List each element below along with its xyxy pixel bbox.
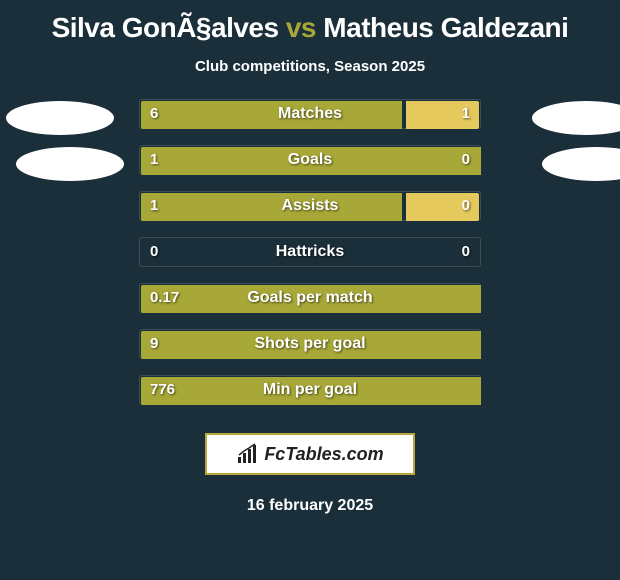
stat-label: Min per goal: [0, 381, 620, 399]
player2-name: Matheus Galdezani: [323, 12, 568, 43]
stat-row: 00Hattricks: [0, 237, 620, 273]
subtitle: Club competitions, Season 2025: [0, 58, 620, 75]
vs-text: vs: [286, 12, 316, 43]
stat-label: Matches: [0, 105, 620, 123]
stat-label: Hattricks: [0, 243, 620, 261]
stat-row: 0.17Goals per match: [0, 283, 620, 319]
chart-icon: [236, 443, 258, 465]
date-text: 16 february 2025: [0, 497, 620, 515]
stat-row: 10Assists: [0, 191, 620, 227]
stat-row: 776Min per goal: [0, 375, 620, 411]
player1-name: Silva GonÃ§alves: [52, 12, 279, 43]
stat-row: 61Matches: [0, 99, 620, 135]
logo-text: FcTables.com: [264, 444, 383, 465]
stat-label: Assists: [0, 197, 620, 215]
stat-row: 9Shots per goal: [0, 329, 620, 365]
stat-label: Goals per match: [0, 289, 620, 307]
stat-label: Shots per goal: [0, 335, 620, 353]
comparison-title: Silva GonÃ§alves vs Matheus Galdezani: [0, 0, 620, 44]
stat-label: Goals: [0, 151, 620, 169]
fctables-logo[interactable]: FcTables.com: [205, 433, 415, 475]
stat-row: 10Goals: [0, 145, 620, 181]
stats-chart: 61Matches 10Goals 10Assists 00Hattricks 0.17…: [0, 99, 620, 411]
